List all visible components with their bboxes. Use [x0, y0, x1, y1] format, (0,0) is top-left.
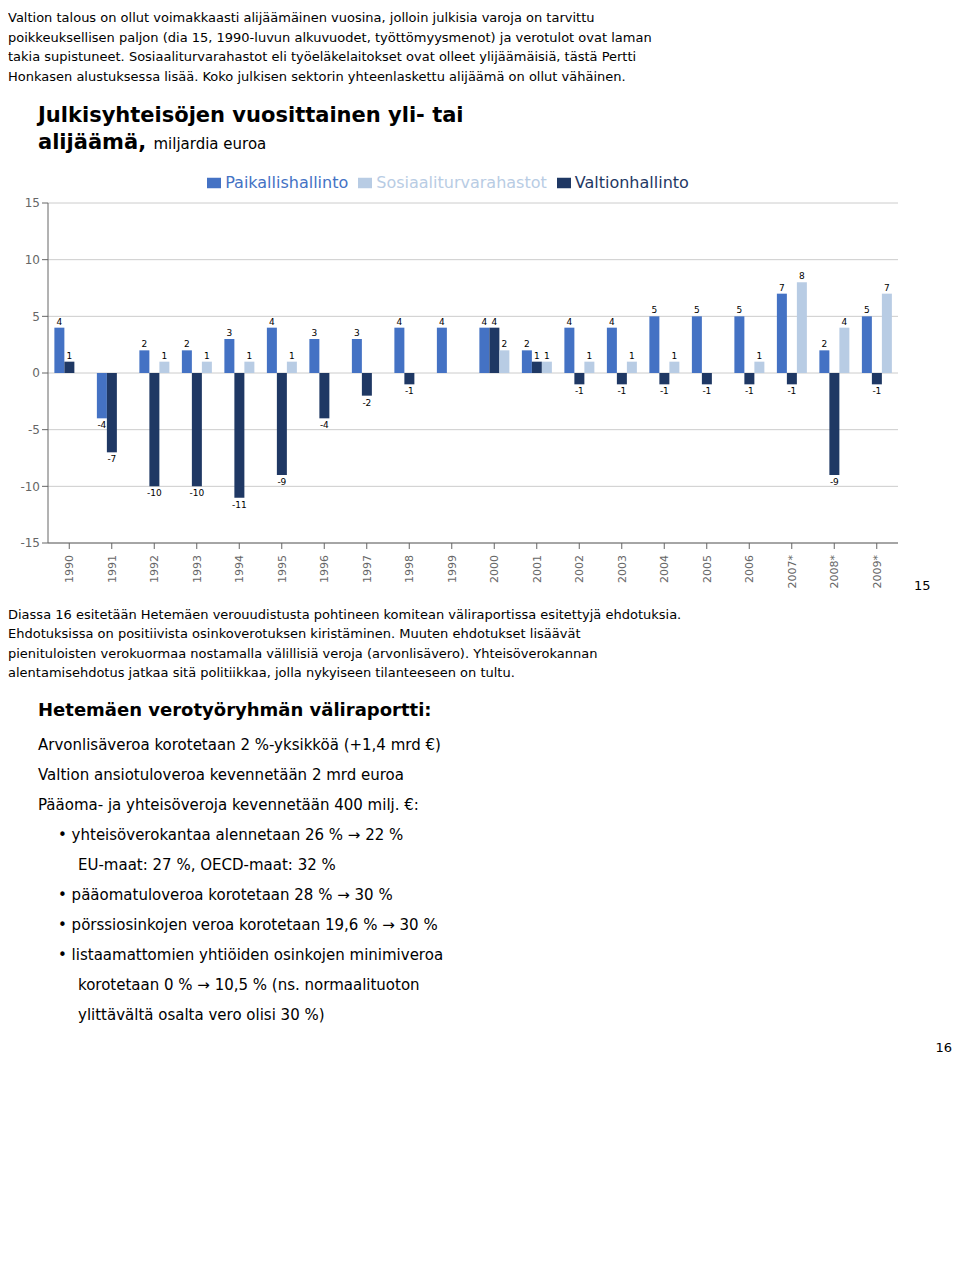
svg-text:1992: 1992	[148, 555, 161, 583]
svg-text:8: 8	[799, 271, 805, 281]
svg-text:4: 4	[492, 316, 498, 326]
svg-text:-1: -1	[575, 386, 584, 396]
html-text:• pörssiosinkojen veroa korote: • pörssiosinkojen veroa korotetaan 19,6 …	[58, 915, 438, 934]
html-text:Valtion talous on ollut voimak: Valtion talous on ollut voimakkaasti ali…	[8, 10, 652, 84]
svg-text:2: 2	[822, 339, 828, 349]
svg-text:1993: 1993	[191, 555, 204, 583]
svg-text:-10: -10	[147, 488, 162, 498]
html-text:Pääoma- ja yhteisöveroja keven: Pääoma- ja yhteisöveroja kevennetään 400…	[38, 795, 419, 814]
svg-text:1991: 1991	[106, 555, 119, 583]
svg-text:1: 1	[672, 350, 678, 360]
svg-text:1: 1	[204, 350, 210, 360]
svg-text:5: 5	[652, 305, 658, 315]
svg-text:-1: -1	[872, 386, 881, 396]
html-text:Sosiaaliturvarahastot: Sosiaaliturvarahastot	[376, 172, 547, 192]
svg-text:-9: -9	[277, 477, 286, 487]
svg-text:7: 7	[779, 282, 785, 292]
svg-text:1: 1	[757, 350, 763, 360]
html-text:16: 16	[935, 1039, 952, 1055]
svg-text:2: 2	[502, 339, 508, 349]
svg-text:2007*: 2007*	[786, 554, 799, 588]
html-text:Paikallishallinto: Paikallishallinto	[225, 172, 349, 192]
svg-text:5: 5	[694, 305, 700, 315]
svg-text:2009*: 2009*	[871, 554, 884, 588]
svg-text:3: 3	[354, 328, 360, 338]
html-text:• yhteisöverokantaa alennetaan: • yhteisöverokantaa alennetaan 26 % → 22…	[58, 825, 404, 844]
svg-text:3: 3	[227, 328, 233, 338]
html-text:EU-maat: 27 %, OECD-maat: 32 %: EU-maat: 27 %, OECD-maat: 32 %	[78, 855, 336, 874]
svg-text:1999: 1999	[446, 555, 459, 583]
svg-text:5: 5	[864, 305, 870, 315]
svg-text:-11: -11	[232, 499, 247, 509]
svg-text:1: 1	[587, 350, 593, 360]
svg-text:1: 1	[162, 350, 168, 360]
html-text:ylittävältä osalta vero olisi: ylittävältä osalta vero olisi 30 %)	[78, 1005, 325, 1024]
svg-text:4: 4	[609, 316, 615, 326]
svg-text:-2: -2	[362, 397, 371, 407]
svg-text:2: 2	[142, 339, 148, 349]
svg-text:1: 1	[629, 350, 635, 360]
svg-text:-1: -1	[405, 386, 414, 396]
html-text:Arvonlisäveroa korotetaan 2 %-: Arvonlisäveroa korotetaan 2 %-yksikköä (…	[38, 735, 441, 754]
svg-text:2: 2	[524, 339, 530, 349]
svg-text:-10: -10	[20, 479, 40, 493]
svg-text:-4: -4	[320, 420, 329, 430]
svg-text:-1: -1	[745, 386, 754, 396]
svg-text:2004: 2004	[658, 555, 671, 583]
svg-text:-1: -1	[787, 386, 796, 396]
html-text:• pääomatuloveroa korotetaan 2: • pääomatuloveroa korotetaan 28 % → 30 %	[58, 885, 393, 904]
svg-text:1: 1	[544, 350, 550, 360]
svg-text:4: 4	[482, 316, 488, 326]
svg-text:2000: 2000	[488, 555, 501, 583]
svg-text:4: 4	[269, 316, 275, 326]
svg-text:2005: 2005	[701, 555, 714, 583]
html-text:Valtion ansiotuloveroa kevenne: Valtion ansiotuloveroa kevennetään 2 mrd…	[38, 765, 404, 784]
svg-text:4: 4	[397, 316, 403, 326]
html-text:15: 15	[914, 577, 931, 593]
svg-text:15: 15	[25, 196, 40, 210]
svg-text:7: 7	[884, 282, 890, 292]
svg-text:4: 4	[567, 316, 573, 326]
svg-text:3: 3	[312, 328, 318, 338]
svg-text:-15: -15	[20, 536, 40, 550]
svg-text:2008*: 2008*	[828, 554, 841, 588]
svg-text:1: 1	[67, 350, 73, 360]
svg-text:1: 1	[289, 350, 295, 360]
svg-text:1: 1	[534, 350, 540, 360]
svg-text:1990: 1990	[63, 555, 76, 583]
svg-text:10: 10	[25, 253, 40, 267]
svg-text:-9: -9	[830, 477, 839, 487]
svg-text:1998: 1998	[403, 555, 416, 583]
svg-text:2003: 2003	[616, 555, 629, 583]
svg-text:-5: -5	[28, 423, 40, 437]
html-text:Valtionhallinto: Valtionhallinto	[574, 172, 689, 192]
svg-text:-1: -1	[617, 386, 626, 396]
svg-text:1995: 1995	[276, 555, 289, 583]
svg-text:-1: -1	[660, 386, 669, 396]
svg-text:2001: 2001	[531, 555, 544, 583]
svg-text:-1: -1	[702, 386, 711, 396]
html-text:• listaamattomien yhtiöiden os: • listaamattomien yhtiöiden osinkojen mi…	[58, 945, 444, 964]
html-text:korotetaan 0 % → 10,5 % (ns. n: korotetaan 0 % → 10,5 % (ns. normaalituo…	[78, 975, 420, 994]
svg-text:2006: 2006	[743, 555, 756, 583]
svg-text:1994: 1994	[233, 555, 246, 583]
html-text:Hetemäen verotyöryhmän välirap: Hetemäen verotyöryhmän väliraportti:	[38, 698, 432, 720]
svg-text:1997: 1997	[361, 555, 374, 583]
svg-text:5: 5	[737, 305, 743, 315]
svg-text:1: 1	[247, 350, 253, 360]
svg-text:4: 4	[57, 316, 63, 326]
svg-text:1996: 1996	[318, 555, 331, 583]
svg-text:-7: -7	[107, 454, 116, 464]
svg-text:4: 4	[439, 316, 445, 326]
svg-text:-4: -4	[97, 420, 106, 430]
html-text:Diassa 16 esitetään Hetemäen v: Diassa 16 esitetään Hetemäen verouudistu…	[8, 606, 682, 681]
svg-text:5: 5	[32, 309, 40, 323]
svg-text:2: 2	[184, 339, 190, 349]
svg-text:2002: 2002	[573, 555, 586, 583]
svg-text:0: 0	[32, 366, 40, 380]
html-text:Julkisyhteisöjen vuosittainen: Julkisyhteisöjen vuosittainen yli- tai a…	[38, 103, 464, 155]
svg-text:-10: -10	[190, 488, 205, 498]
svg-text:4: 4	[842, 316, 848, 326]
